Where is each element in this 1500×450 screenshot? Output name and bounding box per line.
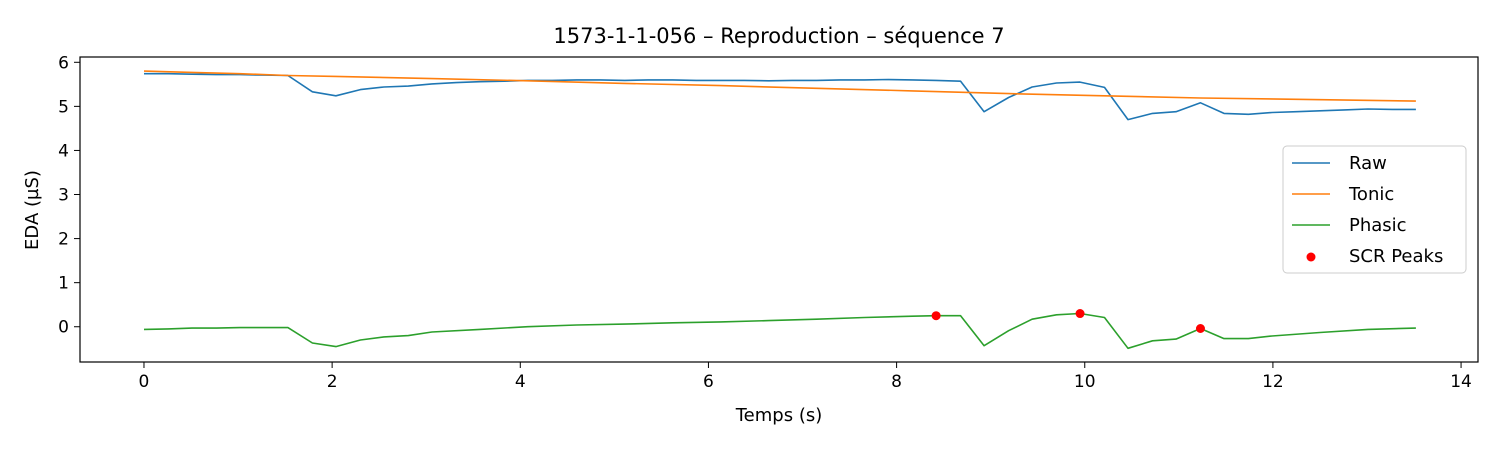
legend-swatch [1306, 252, 1316, 262]
legend: Raw Tonic Phasic SCR Peaks [1282, 145, 1467, 274]
x-tick-label: 2 [327, 372, 338, 392]
x-tick-label: 0 [139, 372, 150, 392]
y-tick-label: 2 [58, 230, 69, 250]
x-tick-label: 8 [891, 372, 902, 392]
y-tick-label: 4 [58, 141, 69, 161]
x-tick-label: 12 [1262, 372, 1284, 392]
legend-label: Raw [1349, 153, 1387, 174]
series-line-phasic [143, 312, 1416, 350]
x-tick-label: 4 [515, 372, 526, 392]
y-tick-label: 1 [58, 274, 69, 294]
scr-peak-point [1195, 324, 1205, 334]
series-line-tonic [143, 70, 1416, 102]
x-tick-label: 14 [1450, 372, 1472, 392]
legend-label: SCR Peaks [1349, 246, 1443, 267]
x-axis: 0 2 4 6 8 10 12 14 [139, 362, 1472, 392]
y-tick-label: 3 [58, 186, 69, 206]
y-tick-label: 0 [58, 318, 69, 338]
x-tick-label: 6 [703, 372, 714, 392]
legend-label: Phasic [1349, 215, 1407, 236]
plot-frame [79, 56, 1479, 363]
x-axis-label: Temps (s) [735, 405, 823, 426]
y-tick-label: 6 [58, 53, 69, 73]
chart-title: 1573-1-1-056 – Reproduction – séquence 7 [553, 24, 1004, 48]
scr-peak-point [1075, 309, 1085, 319]
scr-peak-point [931, 311, 941, 321]
y-tick-label: 5 [58, 97, 69, 117]
plot-area [143, 70, 1416, 350]
legend-box [1282, 145, 1467, 274]
series-line-raw [144, 72, 1416, 121]
legend-label: Tonic [1348, 184, 1394, 205]
x-tick-label: 10 [1074, 372, 1096, 392]
y-axis: 0 1 2 3 4 5 6 [58, 53, 80, 338]
y-axis-label: EDA (µS) [22, 170, 43, 250]
